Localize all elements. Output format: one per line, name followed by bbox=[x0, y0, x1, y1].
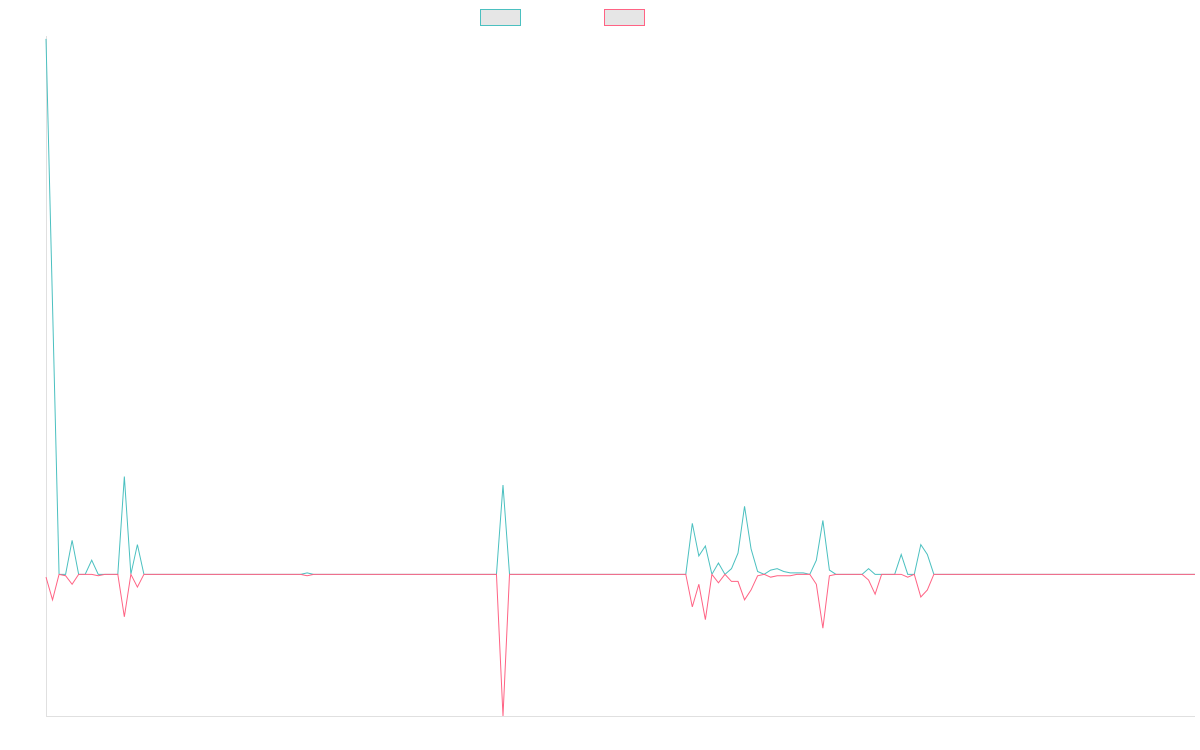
legend bbox=[480, 9, 645, 26]
chart-axes bbox=[46, 36, 1195, 717]
series-layer bbox=[45, 38, 1195, 717]
series-line-2 bbox=[45, 572, 1195, 717]
series-line-1 bbox=[45, 38, 1195, 576]
legend-item-1[interactable] bbox=[480, 9, 521, 26]
legend-swatch-1[interactable] bbox=[480, 9, 521, 26]
legend-swatch-2[interactable] bbox=[604, 9, 645, 26]
legend-item-2[interactable] bbox=[604, 9, 645, 26]
